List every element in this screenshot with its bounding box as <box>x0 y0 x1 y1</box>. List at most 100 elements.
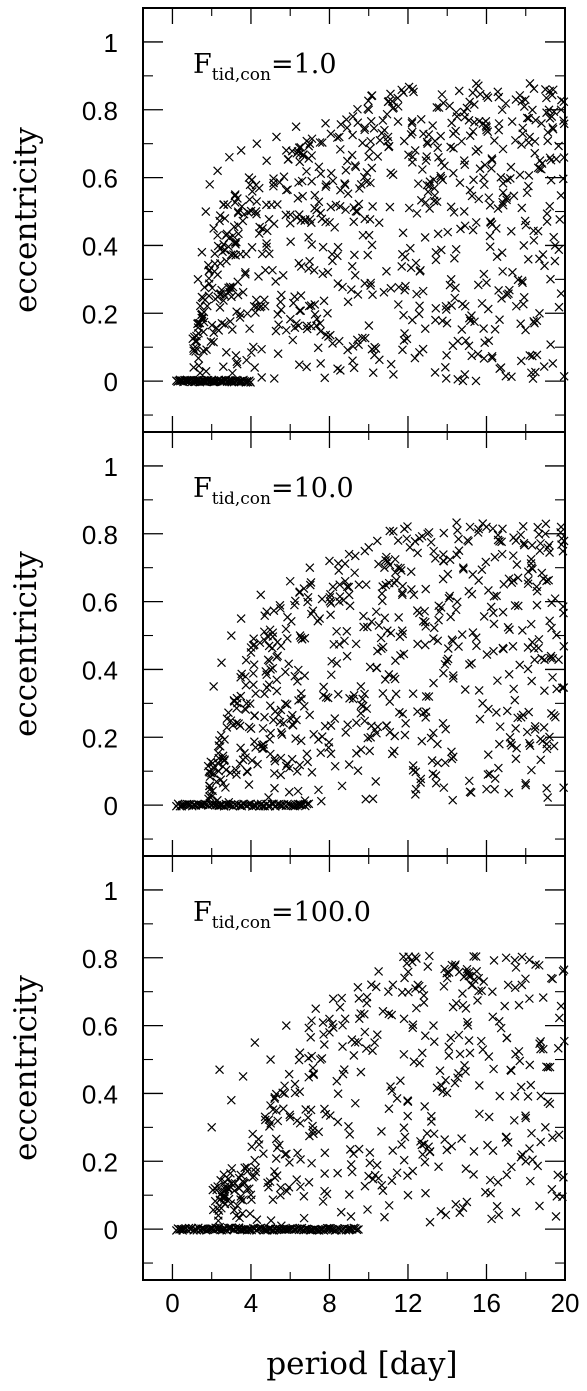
data-point <box>271 1089 281 1099</box>
data-point <box>295 157 305 167</box>
data-point <box>436 245 446 255</box>
data-point <box>220 320 230 329</box>
data-point <box>295 760 305 770</box>
data-point <box>440 659 450 669</box>
data-point <box>272 199 282 209</box>
data-point <box>293 193 303 203</box>
data-point <box>272 675 282 685</box>
data-point <box>473 280 483 290</box>
data-point <box>425 1146 435 1156</box>
data-point <box>411 784 421 794</box>
data-point <box>316 208 326 218</box>
data-point <box>354 340 364 350</box>
data-point <box>410 145 420 155</box>
data-point <box>545 153 555 163</box>
data-point <box>304 1131 314 1141</box>
data-point <box>460 370 470 379</box>
data-point <box>258 723 268 733</box>
data-point <box>320 1104 329 1114</box>
data-point <box>312 314 322 324</box>
data-point <box>335 201 345 211</box>
data-point <box>453 336 463 346</box>
data-point <box>510 955 520 965</box>
data-point <box>467 191 477 201</box>
data-point <box>299 584 309 594</box>
data-point <box>351 206 361 216</box>
data-point <box>197 247 207 257</box>
data-point <box>225 282 235 292</box>
data-point <box>387 1010 397 1020</box>
data-point <box>509 533 518 543</box>
data-point <box>478 173 488 182</box>
data-point <box>319 682 329 692</box>
data-point <box>202 376 212 386</box>
data-point <box>333 279 343 289</box>
data-point <box>338 1020 347 1030</box>
data-point <box>209 337 219 347</box>
data-point <box>493 204 503 213</box>
data-point <box>236 146 246 155</box>
data-point <box>242 1162 252 1172</box>
data-point <box>335 366 345 375</box>
data-point <box>219 239 229 249</box>
data-point <box>490 552 500 562</box>
data-point <box>255 302 265 312</box>
data-point <box>479 977 489 987</box>
data-point <box>352 1225 362 1235</box>
data-point <box>358 694 368 704</box>
data-point <box>454 967 464 977</box>
data-point <box>348 341 358 351</box>
data-point <box>556 95 566 105</box>
data-point <box>245 195 255 204</box>
data-point <box>371 607 381 617</box>
data-point <box>202 301 212 311</box>
data-point <box>493 1177 503 1187</box>
data-point <box>531 115 541 125</box>
data-point <box>242 309 252 318</box>
data-point <box>230 198 240 207</box>
data-point <box>517 952 527 962</box>
data-point <box>304 141 314 151</box>
data-point <box>352 207 362 216</box>
data-point <box>406 263 416 273</box>
data-point <box>347 1167 357 1177</box>
data-point <box>474 194 484 204</box>
data-point <box>523 642 533 652</box>
data-point <box>246 206 256 216</box>
data-point <box>438 550 448 559</box>
data-point <box>537 118 546 128</box>
data-point <box>285 1157 294 1167</box>
data-point <box>448 752 458 762</box>
data-point <box>251 308 260 318</box>
data-point <box>530 136 540 146</box>
data-point <box>319 1030 329 1039</box>
data-point <box>469 1147 479 1156</box>
x-tick-label: 16 <box>472 1288 501 1318</box>
data-point <box>235 313 245 322</box>
data-point <box>544 575 554 585</box>
data-point <box>518 521 528 531</box>
data-point <box>282 700 292 709</box>
plot-frame <box>142 855 566 1281</box>
data-point <box>257 344 267 354</box>
data-point <box>262 226 272 236</box>
data-point <box>309 729 319 739</box>
data-point <box>557 683 567 693</box>
data-point <box>294 360 304 370</box>
data-point <box>306 218 316 228</box>
data-point <box>526 554 536 564</box>
data-point <box>366 178 375 188</box>
data-point <box>326 749 336 759</box>
data-point <box>337 781 347 791</box>
data-point <box>356 1009 366 1018</box>
data-point <box>408 761 418 770</box>
data-point <box>409 87 418 97</box>
data-point <box>386 283 396 293</box>
data-point <box>442 1088 452 1098</box>
data-point <box>468 88 478 98</box>
data-point <box>403 1111 413 1121</box>
data-point <box>260 1115 270 1125</box>
data-point <box>530 721 540 731</box>
data-point <box>365 1158 375 1168</box>
data-point <box>477 986 487 996</box>
